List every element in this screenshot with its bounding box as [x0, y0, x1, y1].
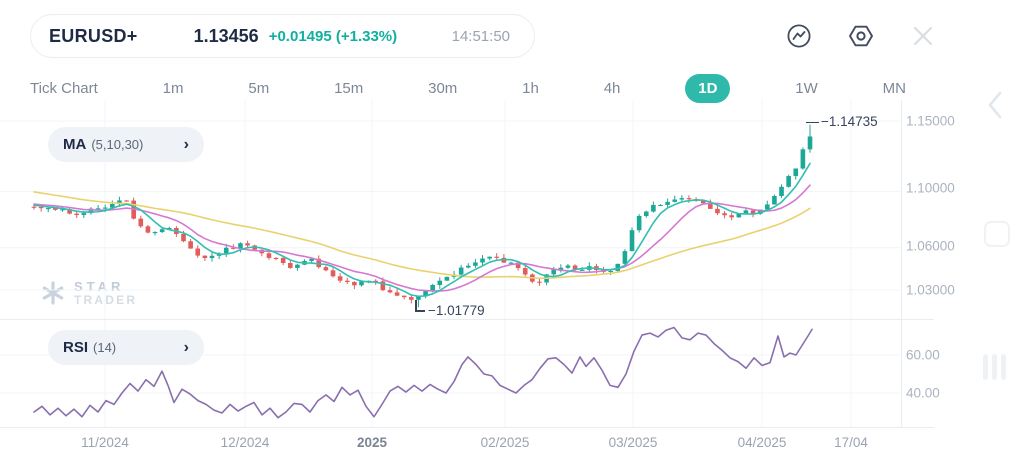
- date-axis-label: 11/2024: [81, 435, 129, 450]
- tab-30m[interactable]: 30m: [428, 79, 458, 97]
- tab-1w[interactable]: 1W: [795, 79, 818, 97]
- tab-1h[interactable]: 1h: [522, 79, 539, 97]
- price-axis-label: 1.15000: [906, 113, 955, 129]
- price-axis-label: 1.03000: [906, 282, 955, 298]
- floating-tool-button[interactable]: [984, 221, 1010, 247]
- price-change: +0.01495 (+1.33%): [268, 27, 398, 45]
- low-annotation-connector: [415, 310, 425, 312]
- symbol-name: EURUSD+: [49, 25, 138, 46]
- tab-4h[interactable]: 4h: [603, 79, 621, 97]
- tab-mn[interactable]: MN: [882, 79, 906, 97]
- price-axis-label: 1.06000: [906, 238, 955, 254]
- tab-1d-selected[interactable]: 1D: [685, 73, 731, 103]
- date-axis-label: 17/04: [834, 435, 868, 450]
- date-axis-label: 12/2024: [220, 435, 270, 450]
- panel-drag-handle[interactable]: [983, 354, 1006, 380]
- date-axis-label: 04/2025: [737, 435, 787, 450]
- ma-indicator-name: MA: [63, 135, 87, 153]
- tab-1m[interactable]: 1m: [162, 79, 184, 97]
- date-axis-label: 03/2025: [608, 435, 658, 450]
- symbol-info-bar: EURUSD+ 1.13456 +0.01495 (+1.33%) 14:51:…: [30, 14, 535, 58]
- tab-15m[interactable]: 15m: [334, 79, 364, 97]
- low-annotation-label: −1.01779: [428, 302, 485, 318]
- rsi-indicator-params: (14): [93, 339, 117, 355]
- ma-indicator-pill[interactable]: MA (5,10,30) ›: [48, 127, 204, 162]
- current-price: 1.13456: [193, 25, 259, 46]
- close-button[interactable]: [908, 21, 938, 51]
- watermark-brand-bottom: TRADER: [74, 292, 138, 307]
- tab-tick-chart[interactable]: Tick Chart: [30, 79, 98, 97]
- chevron-left-icon: [988, 91, 1002, 119]
- date-axis-label-year: 2025: [356, 435, 388, 450]
- rsi-axis-label: 40.00: [906, 385, 940, 401]
- high-annotation-connector: [806, 121, 819, 123]
- chart-type-button[interactable]: [784, 21, 814, 51]
- gear-icon: [849, 25, 873, 47]
- chevron-right-icon: ›: [183, 135, 189, 153]
- server-time: 14:51:50: [451, 27, 510, 45]
- chart-line-icon: [787, 24, 811, 48]
- settings-button[interactable]: [846, 21, 876, 51]
- high-annotation-label: −1.14735: [821, 114, 878, 129]
- date-axis-label: 02/2025: [480, 435, 530, 450]
- tab-5m[interactable]: 5m: [248, 79, 270, 97]
- close-icon: [913, 26, 933, 46]
- collapse-panel-button[interactable]: [984, 90, 1006, 125]
- timeframe-tabs: Tick Chart 1m 5m 15m 30m 1h 4h 1D 1W MN: [30, 72, 906, 104]
- ma-indicator-params: (5,10,30): [91, 136, 144, 152]
- rsi-indicator-name: RSI: [63, 338, 89, 356]
- rsi-axis-label: 60.00: [906, 347, 940, 363]
- price-axis-label: 1.10000: [906, 180, 955, 196]
- chevron-right-icon: ›: [183, 338, 189, 356]
- rsi-indicator-pill[interactable]: RSI (14) ›: [48, 330, 204, 365]
- brand-watermark: STAR TRADER: [40, 280, 137, 306]
- low-annotation-connector: [415, 300, 417, 311]
